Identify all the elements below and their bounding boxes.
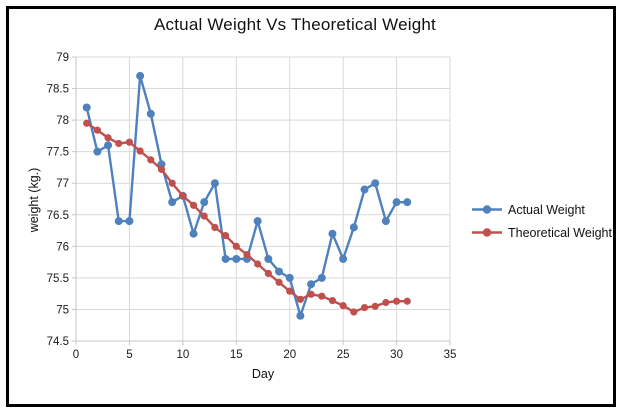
svg-text:75: 75 [56, 304, 69, 316]
svg-text:30: 30 [390, 349, 403, 361]
svg-text:77: 77 [56, 178, 69, 190]
svg-text:76.5: 76.5 [47, 210, 69, 222]
svg-text:20: 20 [283, 349, 296, 361]
svg-text:77.5: 77.5 [47, 147, 69, 159]
svg-text:15: 15 [230, 349, 243, 361]
svg-text:79: 79 [56, 52, 69, 64]
svg-text:74.5: 74.5 [47, 336, 69, 348]
legend-item-theoretical: Theoretical Weight [472, 221, 612, 244]
legend-marker-theoretical-icon [472, 228, 502, 237]
legend-marker-actual-icon [472, 205, 502, 214]
svg-text:75.5: 75.5 [47, 273, 69, 285]
svg-text:5: 5 [126, 349, 132, 361]
svg-text:78: 78 [56, 115, 69, 127]
legend-item-actual: Actual Weight [472, 198, 612, 221]
x-axis-title: Day [251, 367, 275, 381]
svg-text:78.5: 78.5 [47, 84, 69, 96]
chart-title: Actual Weight Vs Theoretical Weight [154, 15, 436, 34]
svg-text:35: 35 [444, 349, 457, 361]
legend-label-theoretical: Theoretical Weight [508, 225, 612, 240]
y-axis-title: weight (kg.) [27, 167, 41, 233]
svg-text:25: 25 [337, 349, 350, 361]
svg-text:0: 0 [73, 349, 79, 361]
legend: Actual Weight Theoretical Weight [472, 198, 612, 244]
svg-text:76: 76 [56, 241, 69, 253]
legend-label-actual: Actual Weight [508, 202, 585, 217]
svg-text:10: 10 [176, 349, 189, 361]
